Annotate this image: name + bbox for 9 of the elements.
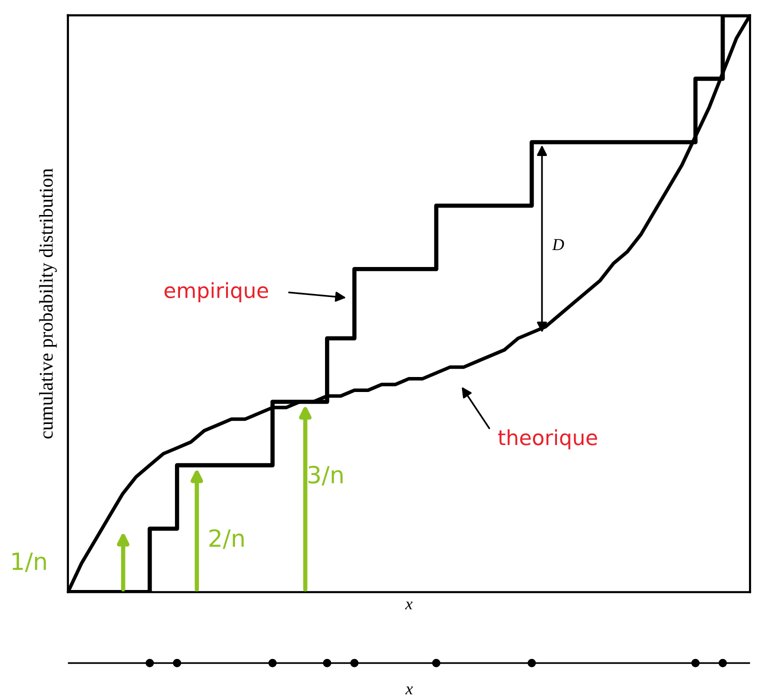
annotation: D	[552, 239, 564, 250]
annotation: empirique	[164, 282, 268, 302]
text: x	[405, 686, 413, 694]
annotation: 3/n	[308, 466, 343, 486]
x-axis-title: x	[405, 602, 413, 610]
annotation: theorique	[498, 429, 598, 450]
annotation: 2/n	[209, 529, 244, 549]
text: 1/n	[12, 552, 46, 572]
y-axis-title: cumulative probability distribution	[39, 168, 57, 439]
